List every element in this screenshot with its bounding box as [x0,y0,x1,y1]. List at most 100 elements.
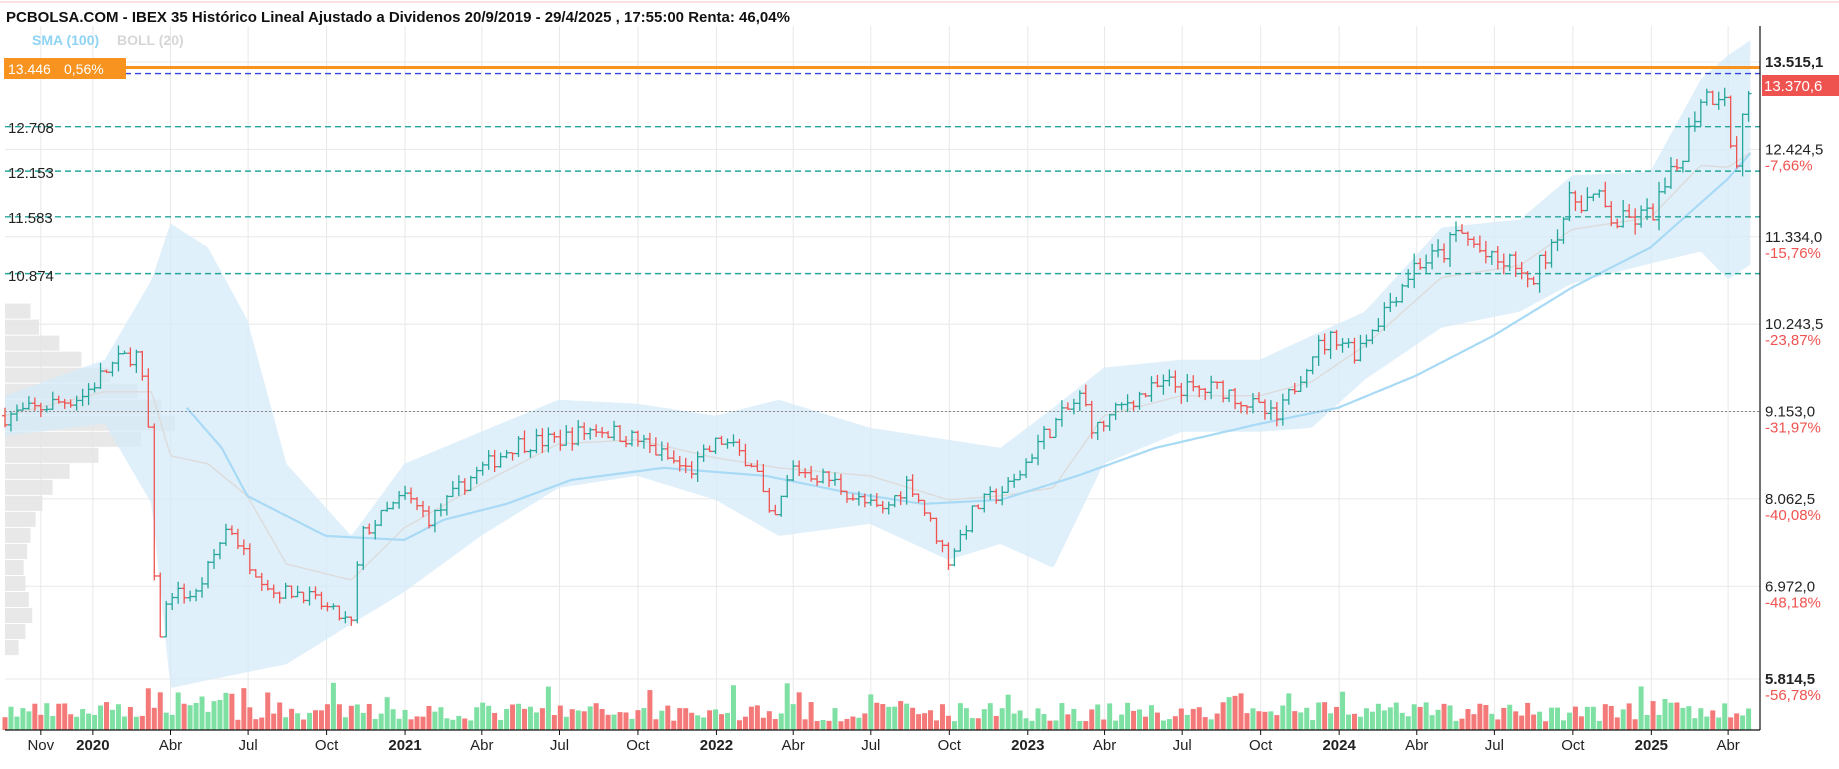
volume-bar-23 [139,715,145,730]
volume-bar-62 [372,719,378,730]
volume-bar-113 [677,708,683,730]
volume-bar-156 [934,720,940,730]
x-tick-label-13: 2023 [1011,737,1044,754]
volume-bar-105 [629,718,635,730]
volume-bar-141 [844,718,850,730]
volume-bar-45 [271,713,277,730]
volume-bar-187 [1119,714,1125,730]
volume-bar-162 [969,718,975,730]
volume-bar-32 [193,702,199,730]
volume-bar-214 [1280,705,1286,730]
volume-bar-190 [1137,709,1143,730]
volume-bar-175 [1047,720,1053,730]
volume-bar-115 [689,712,695,730]
price-badge-box [4,58,126,79]
volume-bar-149 [892,706,898,730]
profile-bar-12 [5,495,43,511]
volume-bar-67 [402,709,408,730]
volume-bar-91 [545,686,551,730]
volume-bar-284 [1698,708,1704,730]
volume-bar-54 [324,704,330,730]
volume-bar-89 [533,712,539,730]
volume-bar-40 [241,688,247,730]
volume-bar-259 [1549,707,1555,730]
volume-bar-129 [772,719,778,730]
volume-bar-215 [1286,693,1292,730]
volume-bar-137 [820,719,826,730]
volume-bar-132 [790,704,796,730]
volume-bar-158 [945,715,951,730]
volume-bar-278 [1662,699,1668,730]
volume-bar-94 [563,716,569,730]
volume-bar-230 [1375,703,1381,730]
volume-bar-276 [1650,701,1656,730]
volume-bar-191 [1142,716,1148,730]
volume-bar-82 [492,712,498,730]
profile-bar-14 [5,527,31,543]
volume-bar-18 [109,709,115,730]
volume-bar-172 [1029,720,1035,730]
volume-bar-107 [641,708,647,730]
volume-bar-142 [850,716,856,730]
volume-bar-271 [1620,709,1626,730]
x-tick-label-17: 2024 [1322,737,1356,754]
volume-bar-258 [1543,721,1549,730]
volume-bar-139 [832,708,838,730]
volume-bar-231 [1381,710,1387,730]
x-tick-label-12: Oct [938,737,962,754]
volume-bar-136 [814,720,820,730]
volume-bar-219 [1310,720,1316,730]
volume-bar-194 [1160,720,1166,730]
volume-bar-1 [8,706,14,730]
y-tick-label-6: 6.972,0 [1765,578,1815,595]
volume-bar-17 [104,702,110,730]
volume-bar-220 [1316,702,1322,730]
volume-bar-112 [671,720,677,730]
legend-boll[interactable]: BOLL (20) [117,32,184,48]
volume-bar-282 [1686,706,1692,730]
axes [5,26,1761,731]
volume-bar-166 [993,715,999,730]
volume-bar-216 [1292,711,1298,730]
profile-bar-18 [5,592,29,608]
volume-bar-287 [1716,717,1722,730]
volume-bar-223 [1334,706,1340,730]
volume-bar-205 [1226,697,1232,730]
volume-bar-185 [1107,703,1113,730]
volume-bar-168 [1005,694,1011,730]
bollinger-band [4,40,1751,689]
legend-sma[interactable]: SMA (100) [32,32,99,48]
last-price-tag-value: 13.370,6 [1764,78,1822,95]
volume-bar-228 [1363,708,1369,730]
volume-bar-52 [313,710,319,730]
x-tick-label-4: Oct [315,737,339,754]
x-axis-ticks: Nov 2020 Abr Jul Oct 2021 Abr Jul Oct 2022 Abr Jul O… [27,730,1740,754]
volume-bar-114 [683,708,689,730]
x-tick-label-1: 2020 [76,737,109,754]
y-tick-pct-3: -23,87% [1765,332,1821,349]
volume-bar-197 [1178,708,1184,730]
volume-bar-147 [880,704,886,730]
x-tick-label-15: Jul [1173,737,1192,754]
volume-bar-165 [987,703,993,730]
profile-bar-17 [5,576,26,592]
volume-bar-182 [1089,709,1095,730]
volume-bar-47 [283,717,289,730]
volume-bar-167 [999,708,1005,730]
y-tick-pct-7: -56,78% [1765,687,1821,704]
volume-bar-124 [742,716,748,730]
volume-bar-77 [462,718,468,730]
profile-bar-13 [5,511,36,527]
volume-bar-204 [1220,702,1226,730]
volume-bar-274 [1638,686,1644,730]
volume-bar-151 [904,703,910,730]
profile-bar-0 [5,303,31,319]
volume-bar-174 [1041,714,1047,730]
x-tick-label-16: Oct [1249,737,1273,754]
x-tick-label-0: Nov [27,737,54,754]
volume-bar-253 [1513,711,1519,730]
volume-bar-99 [593,703,599,730]
volume-bar-26 [157,692,163,730]
volume-bar-55 [330,682,336,730]
